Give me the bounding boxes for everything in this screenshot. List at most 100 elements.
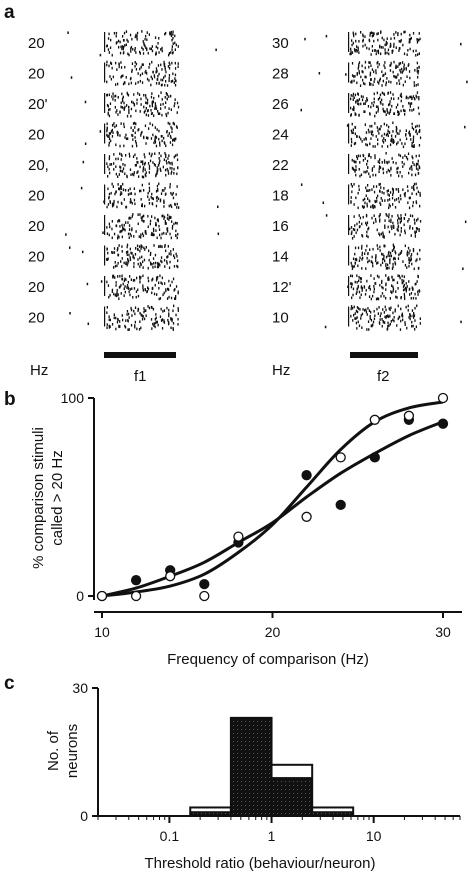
spike-tick	[370, 130, 372, 134]
spike-tick	[362, 44, 364, 48]
spike-tick	[151, 231, 153, 235]
spike-tick	[397, 166, 399, 170]
spike-tick	[123, 227, 125, 231]
spike-tick	[405, 289, 407, 293]
spike-tick	[108, 155, 111, 158]
spike-tick	[367, 128, 370, 132]
spike-tick	[368, 61, 370, 64]
spike-tick	[108, 93, 110, 97]
spike-tick	[382, 171, 385, 175]
spike-tick	[353, 75, 355, 78]
spike-tick	[157, 42, 159, 45]
spike-tick	[382, 233, 384, 237]
spike-tick	[163, 76, 165, 79]
spike-tick	[158, 51, 160, 54]
spike-tick	[116, 205, 118, 209]
spike-tick	[107, 257, 109, 260]
spike-tick	[177, 265, 179, 269]
spike-tick	[161, 245, 163, 248]
spike-tick	[121, 257, 123, 260]
spike-tick	[171, 61, 173, 65]
spike-tick	[155, 51, 157, 54]
raster-row-label: 20	[28, 35, 45, 52]
spike-tick	[350, 129, 353, 133]
spike-tick	[165, 289, 167, 293]
spike-tick	[353, 108, 355, 112]
spike-tick	[165, 114, 168, 118]
spike-tick	[350, 94, 352, 97]
spike-tick	[161, 68, 163, 71]
spike-tick	[173, 289, 175, 292]
spike-tick	[411, 320, 413, 324]
spike-tick	[385, 288, 387, 291]
spike-tick	[149, 222, 151, 226]
spike-tick	[364, 102, 366, 105]
spike-tick	[170, 32, 172, 36]
spike-tick	[415, 54, 417, 57]
spike-tick	[366, 279, 368, 283]
spike-tick	[114, 106, 116, 109]
spike-tick	[115, 224, 117, 228]
spike-tick	[163, 231, 165, 235]
raster-row-label: 20,	[28, 157, 49, 174]
spike-tick	[373, 214, 375, 217]
spike-tick	[369, 142, 371, 146]
spike-tick	[415, 192, 418, 196]
spike-tick	[168, 279, 170, 283]
spike-tick	[358, 168, 360, 171]
spike-tick	[398, 79, 400, 82]
spike-tick	[358, 63, 360, 66]
spike-tick	[415, 164, 417, 167]
spike-tick	[164, 66, 166, 69]
spike-tick	[354, 160, 356, 164]
spike-tick	[404, 154, 406, 157]
spike-tick	[374, 314, 376, 317]
spike-tick	[150, 318, 153, 321]
spike-tick	[119, 325, 121, 328]
spike-tick	[412, 204, 414, 208]
spike-tick	[120, 284, 122, 287]
spike-tick	[417, 190, 419, 194]
spike-tick	[106, 323, 108, 326]
spike-tick	[374, 205, 376, 209]
spike-tick	[460, 320, 462, 324]
spike-tick	[358, 65, 360, 68]
spike-tick	[151, 202, 153, 205]
spike-tick	[409, 313, 411, 316]
spike-tick	[172, 122, 174, 125]
spike-tick	[162, 293, 164, 297]
spike-tick	[165, 288, 167, 291]
spike-tick	[147, 195, 149, 198]
spike-tick	[153, 233, 155, 237]
spike-tick	[418, 32, 420, 35]
spike-tick	[153, 163, 156, 166]
data-point-filled	[335, 499, 346, 511]
spike-tick	[160, 236, 162, 240]
spike-tick	[138, 328, 141, 331]
spike-tick	[406, 157, 409, 161]
spike-tick	[365, 308, 367, 312]
spike-tick	[150, 262, 152, 266]
spike-tick	[153, 229, 155, 233]
spike-tick	[380, 46, 383, 49]
spike-tick	[113, 232, 116, 236]
spike-tick	[358, 290, 361, 294]
spike-tick	[106, 93, 108, 97]
spike-tick	[150, 137, 153, 140]
spike-tick	[217, 205, 219, 209]
spike-tick	[157, 275, 159, 279]
spike-tick	[106, 280, 108, 284]
spike-tick	[160, 192, 163, 195]
spike-tick	[357, 48, 359, 51]
spike-tick	[155, 45, 157, 49]
spike-tick	[416, 38, 418, 41]
spike-tick	[366, 313, 368, 316]
spike-tick	[398, 112, 400, 116]
spike-tick	[120, 45, 122, 49]
spike-tick	[104, 276, 106, 296]
spike-tick	[413, 81, 415, 84]
spike-tick	[163, 259, 166, 262]
spike-tick	[350, 307, 352, 311]
spike-tick	[388, 80, 390, 83]
spike-tick	[114, 192, 116, 196]
